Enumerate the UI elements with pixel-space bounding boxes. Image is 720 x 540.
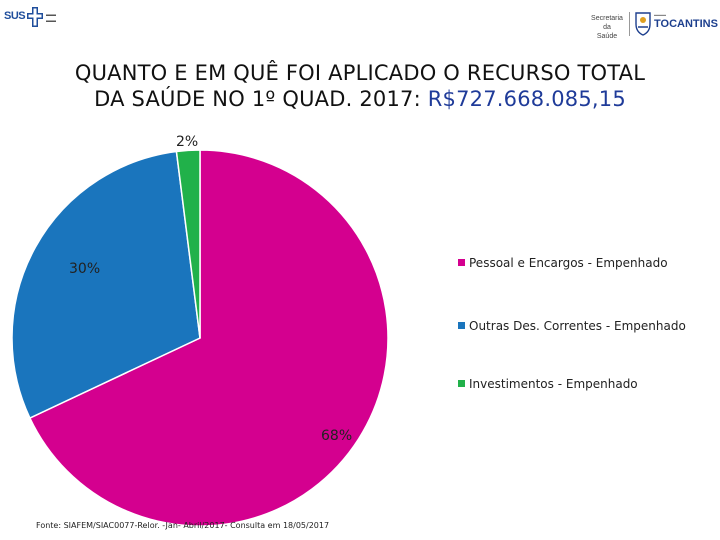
- tocantins-emblem-icon: [635, 12, 651, 36]
- tocantins-logo: Secretaria da Saúde ▬▬▬ TOCANTINS: [588, 8, 718, 41]
- legend-label-outras: Outras Des. Correntes - Empenhado: [469, 319, 686, 333]
- data-label-pessoal: 68%: [321, 428, 353, 444]
- data-label-outras: 30%: [69, 261, 101, 277]
- title-amount: R$727.668.085,15: [427, 87, 626, 111]
- legend-item-pessoal: Pessoal e Encargos - Empenhado: [458, 256, 668, 270]
- pie-slice-outras: [11, 150, 201, 420]
- sus-logo-text: SUS: [4, 10, 26, 22]
- sus-cross-icon: [27, 7, 43, 27]
- sus-mini-text-icon: ▬▬ ▬▬: [46, 12, 56, 24]
- source-note: Fonte: SIAFEM/SIAC0077-Relor. -Jan- Abri…: [36, 521, 330, 530]
- title-line1: QUANTO E EM QUÊ FOI APLICADO O RECURSO T…: [74, 61, 646, 85]
- title-line2: DA SAÚDE NO 1º QUAD. 2017: R$727.668.085…: [0, 86, 720, 112]
- legend-swatch-pessoal: [458, 259, 465, 266]
- legend-label-investimentos: Investimentos - Empenhado: [469, 377, 638, 391]
- title-line2-prefix: DA SAÚDE NO 1º QUAD. 2017:: [94, 87, 428, 111]
- legend-label-pessoal: Pessoal e Encargos - Empenhado: [469, 256, 668, 270]
- page-title: QUANTO E EM QUÊ FOI APLICADO O RECURSO T…: [0, 60, 720, 112]
- gov-mini-text-icon: ▬▬▬: [654, 12, 666, 17]
- secretaria-text: Secretaria da Saúde: [588, 14, 626, 41]
- secretaria-line1: Secretaria da: [591, 15, 623, 31]
- sus-logo: SUS ▬▬ ▬▬: [4, 4, 64, 30]
- data-label-investimentos: 2%: [176, 134, 199, 150]
- legend-swatch-outras: [458, 322, 465, 329]
- logo-divider: [629, 12, 630, 36]
- state-name: TOCANTINS: [654, 18, 718, 30]
- secretaria-line2: Saúde: [596, 33, 618, 40]
- pie-slice-pessoal: [28, 149, 389, 527]
- legend-item-investimentos: Investimentos - Empenhado: [458, 377, 638, 391]
- pie-slice-investimentos: [175, 149, 201, 339]
- legend-item-outras: Outras Des. Correntes - Empenhado: [458, 319, 686, 333]
- legend-swatch-investimentos: [458, 380, 465, 387]
